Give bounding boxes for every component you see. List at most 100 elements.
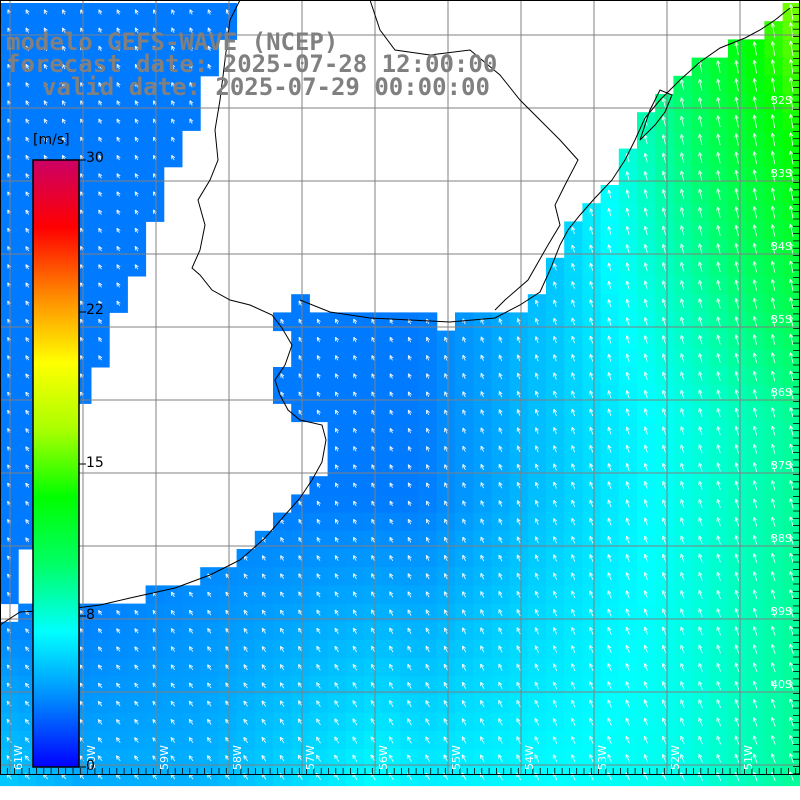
wind-arrow <box>353 573 357 580</box>
wind-arrow <box>134 610 139 616</box>
wind-arrow <box>661 189 666 199</box>
wind-arrow <box>353 464 358 470</box>
wind-arrow <box>734 297 739 309</box>
coastline-uruguay-brazil <box>299 7 791 323</box>
wind-arrow <box>789 224 794 237</box>
wind-arrow <box>789 644 794 654</box>
wind-cell <box>782 712 800 732</box>
wind-cell <box>782 385 800 404</box>
wind-arrow <box>444 573 448 580</box>
wind-arrow <box>516 699 521 708</box>
wind-arrow <box>498 699 503 708</box>
wind-arrow <box>334 591 339 598</box>
wind-arrow <box>716 498 721 508</box>
wind-arrow <box>698 517 703 527</box>
wind-arrow <box>480 427 485 434</box>
wind-arrow <box>698 662 703 672</box>
wind-arrow <box>407 663 412 671</box>
wind-arrow <box>134 173 139 179</box>
wind-arrow <box>771 662 776 673</box>
wind-arrow <box>353 427 358 434</box>
wind-arrow <box>589 353 594 362</box>
wind-arrow <box>98 136 103 143</box>
wind-arrow <box>771 498 776 509</box>
lon-label: 54W <box>523 745 536 770</box>
wind-arrow <box>643 735 649 745</box>
wind-arrow <box>534 427 539 435</box>
wind-arrow <box>680 188 685 200</box>
wind-arrow <box>407 537 412 543</box>
wind-arrow <box>625 608 630 617</box>
wind-arrow <box>607 699 612 708</box>
wind-arrow <box>789 205 794 219</box>
wind-arrow <box>335 446 339 452</box>
wind-arrow <box>734 279 739 291</box>
wind-arrow <box>352 682 358 689</box>
wind-arrow <box>444 518 448 525</box>
wind-arrow <box>716 224 721 236</box>
wind-arrow <box>752 462 758 472</box>
wind-arrow <box>279 682 285 689</box>
wind-arrow <box>170 755 176 762</box>
wind-arrow <box>734 224 739 237</box>
wind-arrow <box>116 664 121 670</box>
lon-label: 57W <box>304 745 317 770</box>
wind-arrow <box>334 518 339 525</box>
wind-arrow <box>571 445 576 453</box>
wind-arrow <box>643 699 649 708</box>
wind-arrow <box>789 169 794 183</box>
wind-arrow <box>25 519 30 525</box>
wind-arrow <box>407 700 412 708</box>
wind-arrow <box>771 534 776 545</box>
wind-arrow <box>662 517 667 526</box>
wind-arrow <box>589 244 594 253</box>
wind-arrow <box>698 79 703 91</box>
wind-arrow <box>534 299 539 307</box>
wind-arrow <box>607 444 612 453</box>
wind-arrow <box>589 517 594 526</box>
wind-arrow <box>589 626 594 635</box>
wind-arrow <box>207 9 212 15</box>
wind-arrow <box>534 372 539 380</box>
wind-arrow <box>734 498 739 509</box>
wind-arrow <box>680 170 685 182</box>
wind-arrow <box>97 646 103 652</box>
wind-arrow <box>734 169 739 182</box>
wind-arrow <box>480 463 485 471</box>
wind-arrow <box>770 41 776 56</box>
wind-arrow <box>116 700 121 707</box>
wind-arrow <box>643 171 648 181</box>
wind-arrow <box>552 717 558 726</box>
wind-arrow <box>25 318 30 324</box>
wind-arrow <box>425 736 430 744</box>
wind-arrow <box>625 572 630 581</box>
wind-arrow <box>189 646 194 652</box>
wind-arrow <box>352 700 358 708</box>
wind-arrow <box>426 355 430 361</box>
wind-arrow <box>25 282 30 288</box>
wind-arrow <box>261 700 267 707</box>
wind-arrow <box>407 500 412 507</box>
wind-arrow <box>643 408 648 417</box>
wind-arrow <box>698 371 703 381</box>
wind-arrow <box>407 446 412 452</box>
wind-arrow <box>462 645 467 653</box>
wind-arrow <box>298 664 303 671</box>
wind-arrow <box>643 590 649 599</box>
wind-arrow <box>716 753 722 763</box>
lon-label: 51W <box>742 745 755 770</box>
wind-arrow <box>571 481 576 489</box>
wind-arrow <box>553 536 557 544</box>
wind-arrow <box>716 352 721 363</box>
wind-arrow <box>662 499 667 508</box>
wind-arrow <box>734 261 739 273</box>
wind-arrow <box>752 133 757 146</box>
wind-arrow <box>788 114 794 129</box>
wind-arrow <box>407 609 412 616</box>
wind-arrow <box>134 719 139 725</box>
wind-arrow <box>25 191 30 197</box>
wind-arrow <box>789 334 794 346</box>
wind-arrow <box>261 573 266 580</box>
wind-arrow <box>553 499 557 507</box>
wind-arrow <box>389 645 394 653</box>
